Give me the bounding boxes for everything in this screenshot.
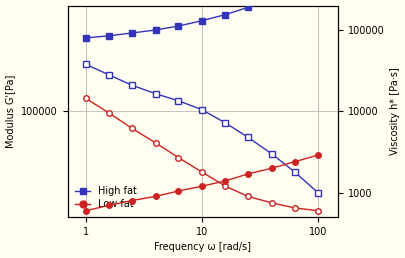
- Legend: High fat, Low fat: High fat, Low fat: [72, 183, 139, 212]
- Y-axis label: Modulus G'[Pa]: Modulus G'[Pa]: [6, 75, 15, 148]
- X-axis label: Frequency ω [rad/s]: Frequency ω [rad/s]: [154, 243, 251, 252]
- Y-axis label: Viscosity h* [Pa·s]: Viscosity h* [Pa·s]: [390, 68, 399, 155]
